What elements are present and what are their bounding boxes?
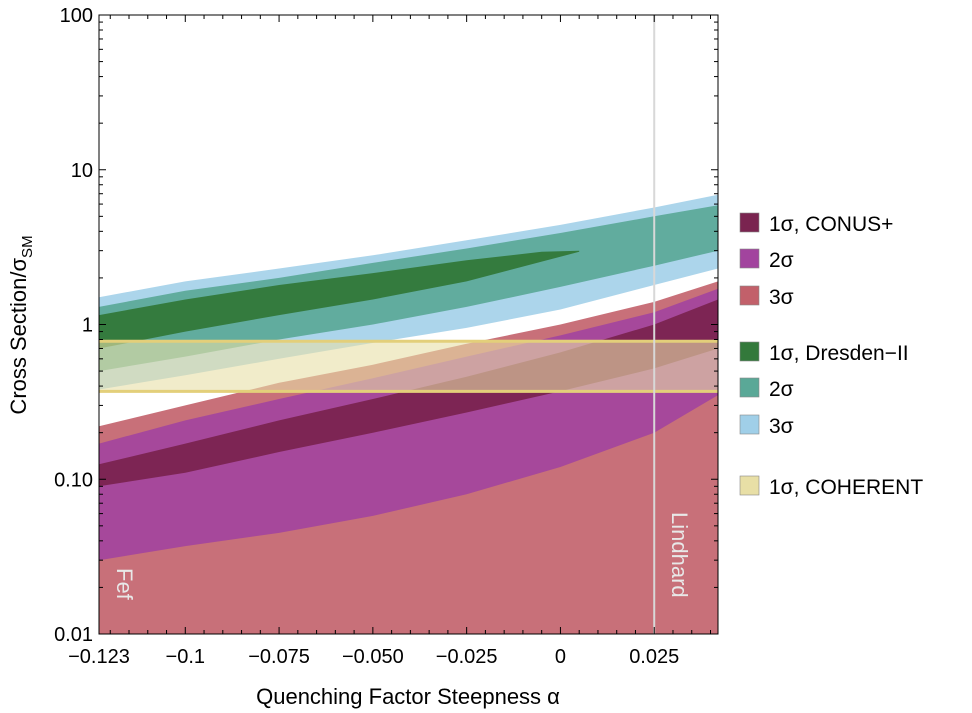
y-axis-label-subscript: SM [19,235,36,258]
x-tick-label: −0.025 [436,646,498,668]
y-tick-label: 100 [60,5,93,27]
legend-label: 2σ [769,249,794,272]
band-dresden-ii-5 [99,250,580,349]
legend-swatch [739,414,760,435]
x-tick-label: −0.1 [166,646,205,668]
legend-label: 1σ, Dresden−II [769,342,909,365]
band-layer [99,194,718,634]
legend-label: 1σ, CONUS+ [769,213,893,236]
vline-label-lindhard: Lindhard [667,512,692,598]
x-tick-labels: −0.123 −0.1 −0.075 −0.050 −0.025 0 0.025 [68,646,679,668]
legend-swatch [739,377,760,398]
vline-label-fef: Fef [112,568,137,601]
y-tick-label: 0.01 [54,624,93,646]
legend-swatch [739,341,760,362]
x-tick-label: −0.050 [342,646,404,668]
y-axis-label: Cross Section/σSM [6,235,36,414]
x-tick-label: 0 [555,646,566,668]
y-tick-labels: 0.01 0.10 1 10 100 [54,5,93,646]
legend-swatch [739,248,760,269]
band-conus--2 [99,299,718,487]
band-coherent-6 [99,341,718,392]
legend-label: 3σ [769,286,794,309]
y-tick-label: 1 [82,315,93,337]
legend: 1σ, CONUS+ 2σ 3σ 1σ, Dresden−II 2σ 3σ 1σ, COHE… [739,212,923,499]
x-tick-label: −0.075 [248,646,310,668]
y-axis-label-main: Cross Section/σ [6,258,31,415]
legend-label: 3σ [769,415,794,438]
legend-label: 2σ [769,378,794,401]
legend-label: 1σ, COHERENT [769,476,923,499]
legend-swatch [739,475,760,496]
y-tick-label: 0.10 [54,469,93,491]
vertical-line-layer: Fef Lindhard [112,15,692,634]
x-tick-label: 0.025 [629,646,679,668]
y-tick-label: 10 [71,160,93,182]
legend-swatch [739,285,760,306]
x-tick-label: −0.123 [68,646,130,668]
x-axis-label: Quenching Factor Steepness α [256,684,560,709]
legend-swatch [739,212,760,233]
axes [98,14,719,635]
